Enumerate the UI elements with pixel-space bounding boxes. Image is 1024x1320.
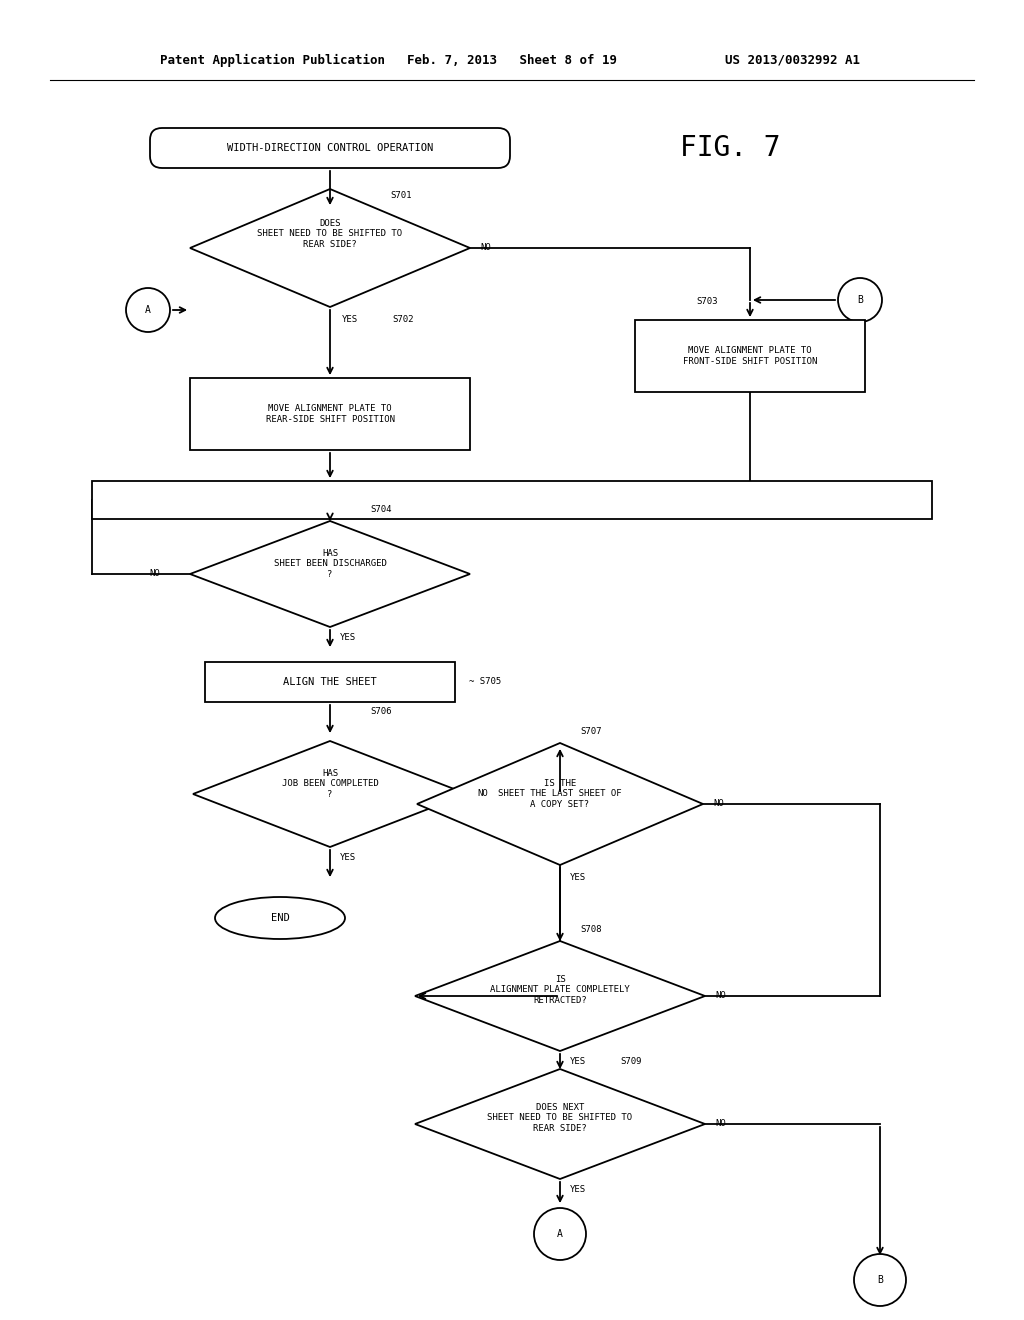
Text: NO: NO [715,991,726,1001]
Text: S703: S703 [696,297,718,306]
Text: Patent Application Publication: Patent Application Publication [160,54,385,66]
Text: YES: YES [570,1056,586,1065]
Text: S704: S704 [370,504,391,513]
Text: S702: S702 [392,314,414,323]
Text: US 2013/0032992 A1: US 2013/0032992 A1 [725,54,860,66]
Text: S709: S709 [620,1056,641,1065]
Text: HAS
SHEET BEEN DISCHARGED
?: HAS SHEET BEEN DISCHARGED ? [273,549,386,579]
Polygon shape [190,189,470,308]
Text: A: A [557,1229,563,1239]
Text: NO: NO [150,569,160,578]
Text: ~ S705: ~ S705 [469,677,502,686]
Text: NO: NO [477,789,487,799]
Polygon shape [190,521,470,627]
Text: MOVE ALIGNMENT PLATE TO
FRONT-SIDE SHIFT POSITION: MOVE ALIGNMENT PLATE TO FRONT-SIDE SHIFT… [683,346,817,366]
Text: END: END [270,913,290,923]
Text: B: B [857,294,863,305]
Text: YES: YES [570,1184,586,1193]
Text: S707: S707 [580,726,601,735]
Bar [635,319,865,392]
Text: ALIGN THE SHEET: ALIGN THE SHEET [283,677,377,686]
Text: S706: S706 [370,708,391,717]
Text: MOVE ALIGNMENT PLATE TO
REAR-SIDE SHIFT POSITION: MOVE ALIGNMENT PLATE TO REAR-SIDE SHIFT … [265,404,394,424]
Text: YES: YES [570,873,586,882]
Text: S708: S708 [580,924,601,933]
Text: YES: YES [340,632,356,642]
Text: IS THE
SHEET THE LAST SHEET OF
A COPY SET?: IS THE SHEET THE LAST SHEET OF A COPY SE… [499,779,622,809]
Text: S701: S701 [390,191,412,201]
Bar [205,663,455,702]
FancyBboxPatch shape [150,128,510,168]
Text: FIG. 7: FIG. 7 [680,135,780,162]
Text: YES: YES [340,853,356,862]
Text: NO: NO [480,243,490,252]
Text: HAS
JOB BEEN COMPLETED
?: HAS JOB BEEN COMPLETED ? [282,770,379,799]
Text: DOES NEXT
SHEET NEED TO BE SHIFTED TO
REAR SIDE?: DOES NEXT SHEET NEED TO BE SHIFTED TO RE… [487,1104,633,1133]
Text: IS
ALIGNMENT PLATE COMPLETELY
RETRACTED?: IS ALIGNMENT PLATE COMPLETELY RETRACTED? [490,975,630,1005]
Text: DOES
SHEET NEED TO BE SHIFTED TO
REAR SIDE?: DOES SHEET NEED TO BE SHIFTED TO REAR SI… [257,219,402,249]
Text: NO: NO [715,1119,726,1129]
Bar [190,378,470,450]
Text: WIDTH-DIRECTION CONTROL OPERATION: WIDTH-DIRECTION CONTROL OPERATION [227,143,433,153]
Polygon shape [415,941,705,1051]
Polygon shape [415,1069,705,1179]
Text: YES: YES [342,314,358,323]
Ellipse shape [215,898,345,939]
Text: Feb. 7, 2013   Sheet 8 of 19: Feb. 7, 2013 Sheet 8 of 19 [407,54,617,66]
Polygon shape [193,741,467,847]
Text: A: A [145,305,151,315]
Text: B: B [878,1275,883,1284]
Polygon shape [417,743,703,865]
Text: NO: NO [713,800,724,808]
Bar [92,480,932,519]
